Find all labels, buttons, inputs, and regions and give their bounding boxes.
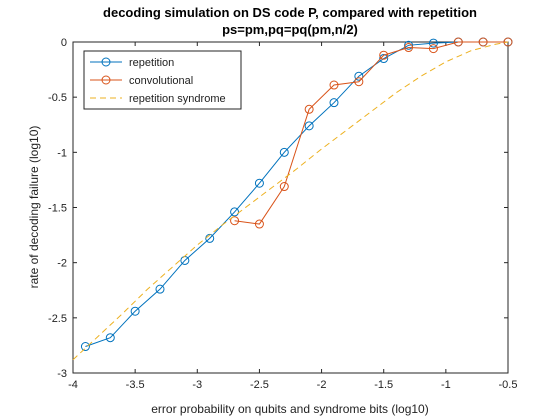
data-point-convolutional xyxy=(503,37,513,47)
data-point-convolutional xyxy=(404,43,414,53)
series-line-repetition-syndrome xyxy=(72,41,509,361)
legend: repetition convolutional repetition syndro… xyxy=(83,50,242,110)
data-point-repetition xyxy=(404,40,414,50)
y-tick-label: -1 xyxy=(57,147,67,159)
data-point-convolutional xyxy=(254,219,264,229)
legend-label-repetition-syndrome: repetition syndrome xyxy=(129,93,226,105)
data-point-convolutional xyxy=(230,216,240,226)
y-tick-label: -3 xyxy=(57,368,67,380)
data-point-convolutional xyxy=(354,77,364,87)
legend-label-convolutional: convolutional xyxy=(129,75,193,87)
data-point-repetition xyxy=(279,147,289,157)
x-tick-label: -4 xyxy=(68,379,78,391)
data-point-convolutional xyxy=(478,37,488,47)
y-tick-label: -1.5 xyxy=(48,203,67,215)
data-point-convolutional xyxy=(428,44,438,54)
data-point-repetition xyxy=(304,121,314,131)
x-tick-label: -3.5 xyxy=(126,379,145,391)
series-layer xyxy=(72,37,513,361)
data-point-repetition xyxy=(155,284,165,294)
x-tick-label: -1 xyxy=(441,379,451,391)
y-tick-label: 0 xyxy=(61,37,67,49)
data-point-convolutional xyxy=(279,182,289,192)
y-tick-label: -2.5 xyxy=(48,313,67,325)
data-point-convolutional xyxy=(304,104,314,114)
x-tick-label: -2.5 xyxy=(250,379,269,391)
x-tick-label: -2 xyxy=(317,379,327,391)
data-point-convolutional xyxy=(453,37,463,47)
data-point-convolutional xyxy=(329,80,339,90)
legend-marker-repetition xyxy=(101,57,111,67)
data-point-repetition xyxy=(130,306,140,316)
axis-ticks: -4 -3.5 -3 -2.5 -2 -1.5 -1 -0.5 -3 -2.5 -2 -1.5 -1 -0… xyxy=(48,37,517,391)
y-axis-label: rate of decoding failure (log10) xyxy=(27,126,41,289)
chart-title: decoding simulation on DS code P, compar… xyxy=(103,5,477,20)
data-point-repetition xyxy=(105,333,115,343)
data-point-repetition xyxy=(254,178,264,188)
x-axis-label: error probability on qubits and syndrome… xyxy=(151,402,428,416)
data-point-repetition xyxy=(329,98,339,108)
data-point-repetition xyxy=(428,38,438,48)
legend-marker-convolutional xyxy=(101,75,111,85)
data-point-repetition xyxy=(80,342,90,352)
x-tick-label: -0.5 xyxy=(499,379,518,391)
legend-label-repetition: repetition xyxy=(129,57,174,69)
data-point-repetition xyxy=(354,71,364,81)
x-tick-label: -1.5 xyxy=(374,379,393,391)
data-point-convolutional xyxy=(379,50,389,60)
y-tick-label: -2 xyxy=(57,258,67,270)
y-tick-label: -0.5 xyxy=(48,92,67,104)
chart-subtitle: ps=pm,pq=pq(pm,n/2) xyxy=(222,22,358,37)
x-tick-label: -3 xyxy=(192,379,202,391)
data-point-repetition xyxy=(379,54,389,64)
data-point-repetition xyxy=(205,233,215,243)
data-point-repetition xyxy=(230,207,240,217)
